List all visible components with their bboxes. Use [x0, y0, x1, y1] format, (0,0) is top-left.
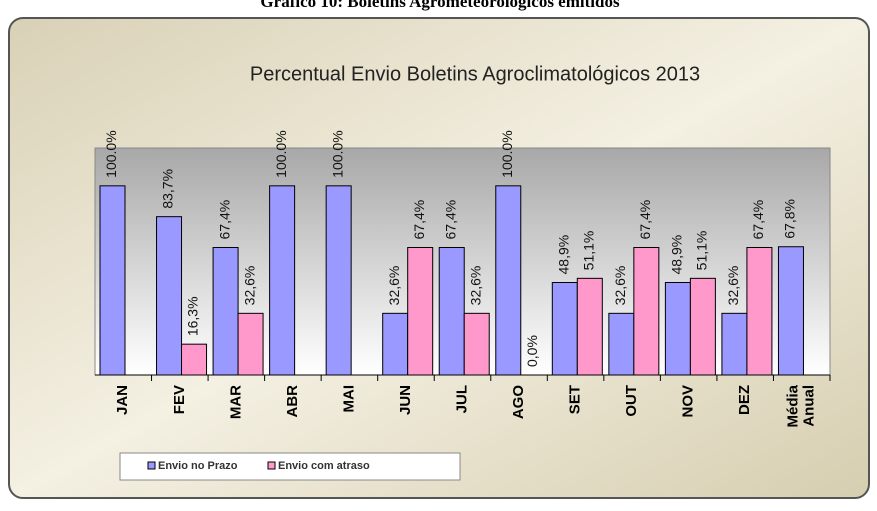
- x-tick-label: ABR: [284, 385, 301, 418]
- bar: [438, 247, 465, 376]
- bar: [99, 185, 126, 376]
- x-tick-label: MAI: [340, 385, 357, 413]
- value-label: 48,9%: [556, 235, 572, 275]
- legend-swatch: [267, 461, 276, 470]
- legend-swatch: [147, 461, 156, 470]
- bar: [576, 277, 603, 376]
- bar: [269, 185, 296, 376]
- x-tick-label-line: Anual: [801, 385, 818, 427]
- x-tick-label: AGO: [510, 385, 527, 420]
- bar: [382, 312, 409, 376]
- bar: [325, 185, 352, 376]
- x-tick-label: MAR: [227, 385, 244, 419]
- value-label: 67,4%: [637, 200, 653, 240]
- x-tick-label: FEV: [171, 385, 188, 414]
- bar: [181, 343, 208, 376]
- bar: [237, 312, 264, 376]
- value-label: 32,6%: [725, 266, 741, 306]
- bar: [664, 281, 691, 376]
- x-tick-label: JAN: [114, 385, 131, 415]
- x-tick-label: SET: [567, 385, 584, 414]
- value-label: 100.0%: [499, 130, 515, 177]
- x-tick-label: NOV: [680, 385, 697, 418]
- value-label: 100.0%: [329, 130, 345, 177]
- bar: [495, 185, 522, 376]
- bar: [551, 281, 578, 376]
- x-tick-label: JUN: [397, 385, 414, 415]
- x-tick-label: OUT: [623, 385, 640, 417]
- value-label: 67,4%: [216, 200, 232, 240]
- value-label: 100.0%: [103, 130, 119, 177]
- bar: [608, 312, 635, 376]
- legend-label: Envio com atraso: [278, 460, 370, 472]
- value-label: 51,1%: [581, 231, 597, 271]
- bar: [746, 247, 773, 376]
- bar: [407, 247, 434, 376]
- value-label: 67,8%: [782, 199, 798, 239]
- value-label: 32,6%: [386, 266, 402, 306]
- value-label: 51,1%: [694, 231, 710, 271]
- x-tick-label: MédiaAnual: [785, 384, 818, 427]
- legend: [119, 452, 461, 481]
- x-tick-label: DEZ: [736, 385, 753, 415]
- caption: Gráfico 10: Boletins Agrometeorológicos …: [260, 0, 620, 11]
- bar: [777, 246, 804, 376]
- chart-title: Percentual Envio Boletins Agroclimatológ…: [250, 63, 700, 85]
- legend-label: Envio no Prazo: [158, 460, 238, 472]
- x-tick-label: JUL: [453, 385, 470, 413]
- value-label: 100.0%: [273, 130, 289, 177]
- value-label: 32,6%: [241, 266, 257, 306]
- value-label: 67,4%: [442, 200, 458, 240]
- bar: [463, 312, 490, 376]
- bar: [689, 277, 716, 376]
- value-label: 32,6%: [467, 266, 483, 306]
- bar: [633, 247, 660, 376]
- bar: [212, 247, 239, 376]
- value-label: 48,9%: [669, 235, 685, 275]
- value-label: 32,6%: [612, 266, 628, 306]
- value-label: 16,3%: [185, 296, 201, 336]
- value-label: 67,4%: [750, 200, 766, 240]
- value-label: 83,7%: [160, 169, 176, 209]
- x-tick-label-line: Média: [785, 384, 802, 427]
- bar: [156, 216, 183, 376]
- value-label: 0,0%: [524, 335, 540, 367]
- bar: [721, 312, 748, 376]
- value-label: 67,4%: [411, 200, 427, 240]
